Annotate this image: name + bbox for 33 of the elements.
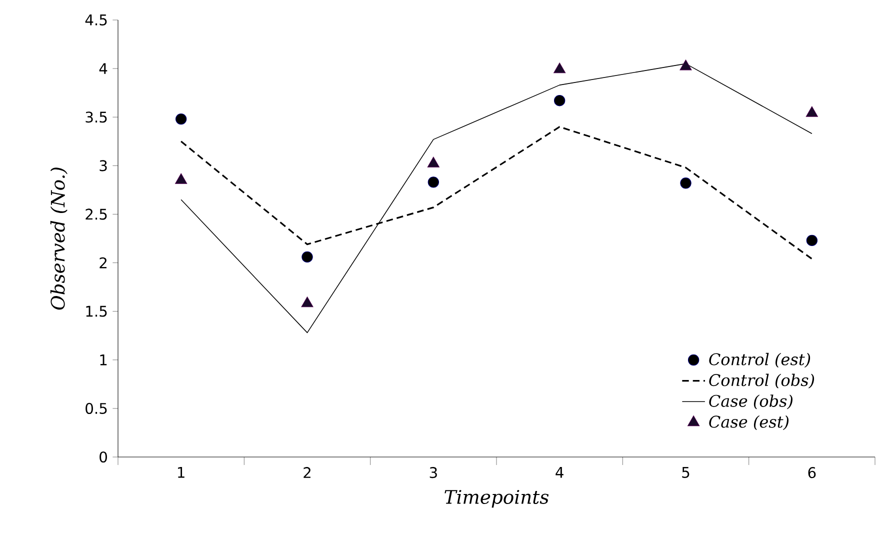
x-tick-label: 5 bbox=[682, 467, 690, 478]
point bbox=[554, 62, 566, 74]
point bbox=[806, 106, 818, 117]
y-tick-label: 4.5 bbox=[85, 14, 107, 26]
y-tick-label: 4 bbox=[99, 63, 108, 74]
y-tick-label: 0.5 bbox=[86, 402, 107, 414]
point bbox=[175, 113, 187, 125]
x-tick-label: 3 bbox=[430, 467, 437, 478]
y-tick-label: 0 bbox=[100, 451, 107, 463]
y-tick-label: 2.5 bbox=[86, 208, 107, 220]
legend-label: Control (obs) bbox=[709, 374, 814, 388]
y-tick-label: 1 bbox=[100, 354, 107, 366]
point bbox=[680, 60, 692, 70]
point bbox=[554, 94, 566, 106]
x-tick-label: 6 bbox=[808, 467, 816, 478]
y-tick-label: 1.5 bbox=[86, 306, 107, 317]
x-axis-title: Timepoints bbox=[444, 490, 549, 508]
point bbox=[428, 176, 440, 188]
legend-label: Case (obs) bbox=[709, 394, 792, 410]
legend-label: Control (est) bbox=[709, 352, 810, 368]
x-tick-label: 4 bbox=[556, 467, 564, 478]
x-tick-label: 1 bbox=[178, 467, 184, 478]
legend-label: Case (est) bbox=[709, 415, 789, 430]
y-axis-title: Observed (No.) bbox=[50, 168, 68, 310]
point bbox=[680, 178, 692, 189]
y-tick-label: 3.5 bbox=[86, 112, 107, 123]
y-tick-label: 3 bbox=[100, 160, 107, 172]
point bbox=[302, 251, 313, 263]
point bbox=[806, 234, 818, 246]
y-tick-label: 2 bbox=[100, 257, 106, 268]
x-tick-label: 2 bbox=[304, 467, 310, 478]
point bbox=[427, 156, 440, 168]
point bbox=[175, 173, 188, 184]
